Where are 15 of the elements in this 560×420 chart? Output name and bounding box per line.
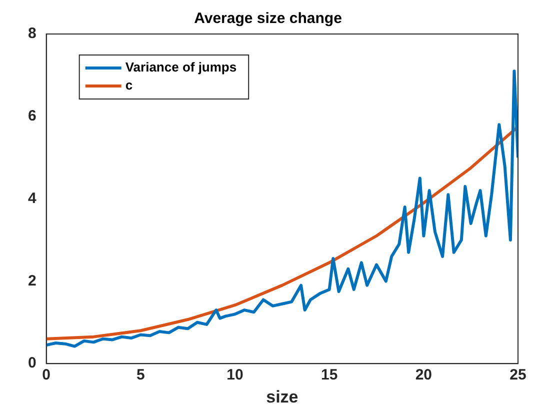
x-tick-label: 15 [320,366,338,384]
y-tick-label: 4 [28,190,37,207]
chart-title: Average size change [194,10,342,28]
x-tick-label: 25 [510,366,526,384]
x-tick-label: 5 [136,366,145,384]
legend-label: Variance of jumps [125,60,237,75]
x-tick-label: 10 [226,366,244,384]
y-tick-label: 2 [28,272,36,290]
x-axis-title: size [266,387,298,406]
legend-label: c [125,78,133,93]
y-tick-label: 0 [28,354,36,372]
y-tick-label: 8 [28,25,36,42]
x-tick-label: 20 [415,366,432,384]
x-tick-label: 0 [42,366,51,384]
y-tick-label: 6 [28,108,36,125]
